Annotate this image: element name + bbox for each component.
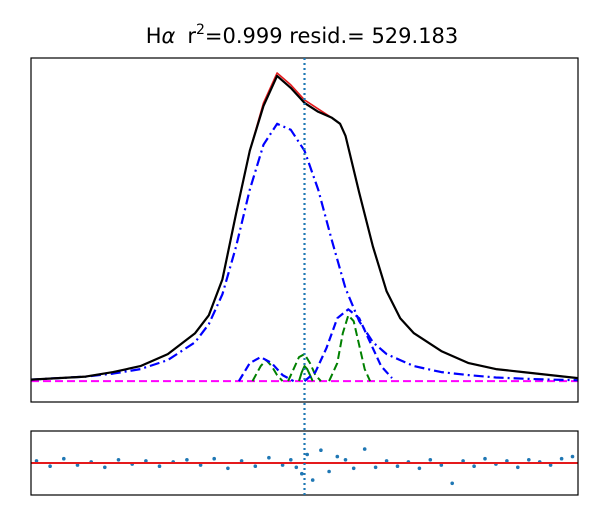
residual-point-0 [34, 459, 39, 463]
residual-point-11 [185, 458, 189, 462]
residual-point-34 [417, 466, 422, 471]
main-series-group [31, 72, 578, 383]
residual-point-17 [267, 455, 271, 460]
residual-point-13 [212, 456, 216, 461]
residual-point-2 [62, 456, 66, 461]
residual-point-18 [280, 463, 285, 467]
residual-point-24 [319, 448, 323, 453]
residual-point-38 [461, 459, 465, 463]
residual-point-26 [335, 454, 340, 459]
residual-point-46 [548, 463, 553, 467]
residual-point-44 [527, 458, 531, 462]
residual-point-3 [75, 463, 80, 467]
series-narrow-line-6 [287, 353, 322, 382]
residual-point-22 [305, 452, 310, 457]
residual-point-9 [157, 464, 162, 469]
residual-point-39 [472, 464, 476, 469]
residual-point-6 [116, 458, 121, 462]
residual-point-16 [253, 464, 258, 469]
residual-point-1 [48, 464, 52, 469]
residual-plot-frame [30, 430, 579, 496]
series-broad-line-2 [31, 122, 578, 382]
residual-point-27 [343, 458, 348, 462]
residual-point-28 [351, 466, 356, 471]
figure-title: Hα r2=0.999 resid.= 529.183 [146, 22, 459, 48]
residual-point-19 [289, 458, 293, 462]
residual-point-48 [570, 454, 575, 459]
residual-point-15 [239, 459, 244, 463]
residual-point-25 [327, 469, 331, 474]
residual-point-5 [103, 465, 107, 470]
residual-point-29 [362, 447, 367, 451]
residual-point-47 [559, 456, 564, 461]
series-broad-line-3 [237, 356, 295, 383]
residual-point-23 [310, 478, 315, 482]
title-r: r [187, 24, 196, 48]
residual-point-21 [300, 471, 304, 476]
residual-point-40 [483, 456, 487, 461]
series-model-line-1 [31, 74, 578, 381]
title-prefix: H [146, 24, 162, 48]
residual-point-14 [226, 466, 230, 471]
residual-point-35 [428, 458, 433, 462]
title-superscript: 2 [196, 22, 205, 38]
series-broad-line-4 [303, 308, 393, 382]
residual-point-37 [450, 481, 455, 486]
residual-point-30 [373, 465, 378, 470]
residual-point-43 [516, 465, 520, 470]
series-narrow-line-5 [251, 359, 284, 382]
residual-point-32 [395, 464, 400, 469]
residual-point-20 [294, 465, 299, 470]
title-alpha: α [162, 24, 176, 48]
residual-point-36 [439, 463, 444, 467]
residual-point-42 [505, 459, 509, 463]
series-narrow-line-7 [328, 314, 372, 382]
residual-point-31 [384, 459, 389, 463]
residual-point-12 [198, 463, 203, 467]
residual-point-8 [144, 459, 148, 463]
title-rest: =0.999 resid.= 529.183 [205, 24, 458, 48]
main-spectrum-panel [30, 57, 579, 403]
